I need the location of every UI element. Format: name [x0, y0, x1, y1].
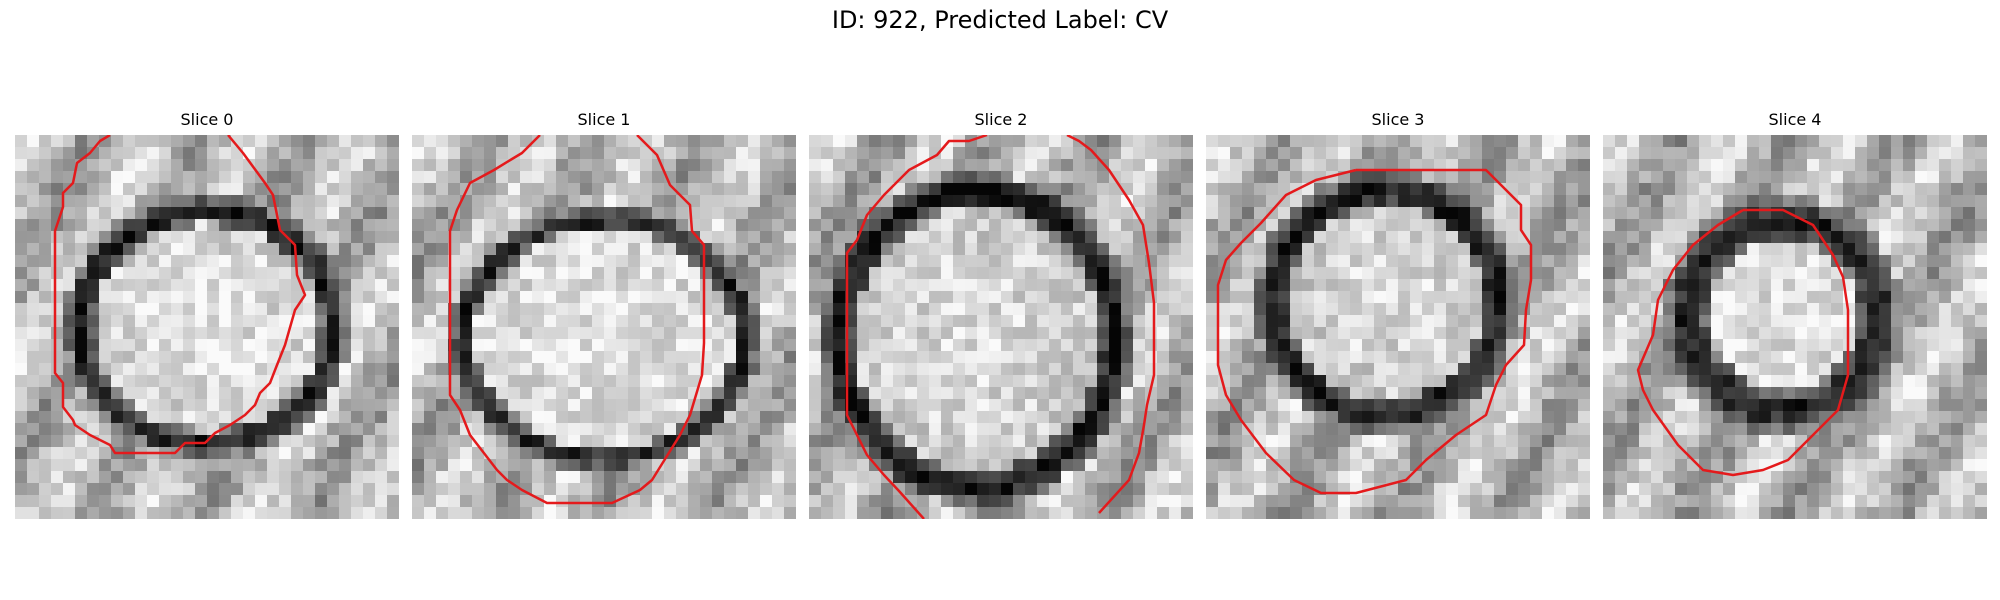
slice-panel-4: Slice 4: [1603, 108, 1987, 519]
slice-panel-1: Slice 1: [412, 108, 796, 519]
slice-image-1: [412, 135, 796, 519]
grayscale-pixels: [15, 135, 399, 519]
grayscale-pixels: [1206, 135, 1590, 519]
grayscale-pixels: [809, 135, 1193, 519]
slice-title: Slice 2: [974, 110, 1028, 129]
grayscale-pixels: [1603, 135, 1987, 519]
slice-title: Slice 4: [1768, 110, 1822, 129]
segmentation-contour: [1216, 168, 1533, 495]
slice-image-3: [1206, 135, 1590, 519]
slice-panel-2: Slice 2: [809, 108, 1193, 519]
slice-title: Slice 3: [1371, 110, 1425, 129]
slice-image-4: [1603, 135, 1987, 519]
segmentation-contour: [1066, 135, 1156, 514]
slice-panel-0: Slice 0: [15, 108, 399, 519]
segmentation-contour: [1636, 208, 1850, 477]
grayscale-pixels: [412, 135, 796, 519]
segmentation-contour: [845, 135, 988, 519]
slice-panel-3: Slice 3: [1206, 108, 1590, 519]
figure-title: ID: 922, Predicted Label: CV: [831, 6, 1169, 34]
slice-title: Slice 1: [577, 110, 631, 129]
slice-image-2: [809, 135, 1193, 519]
segmentation-contour: [448, 135, 706, 505]
slice-image-0: [15, 135, 399, 519]
slice-title: Slice 0: [180, 110, 234, 129]
segmentation-contour: [53, 135, 307, 455]
